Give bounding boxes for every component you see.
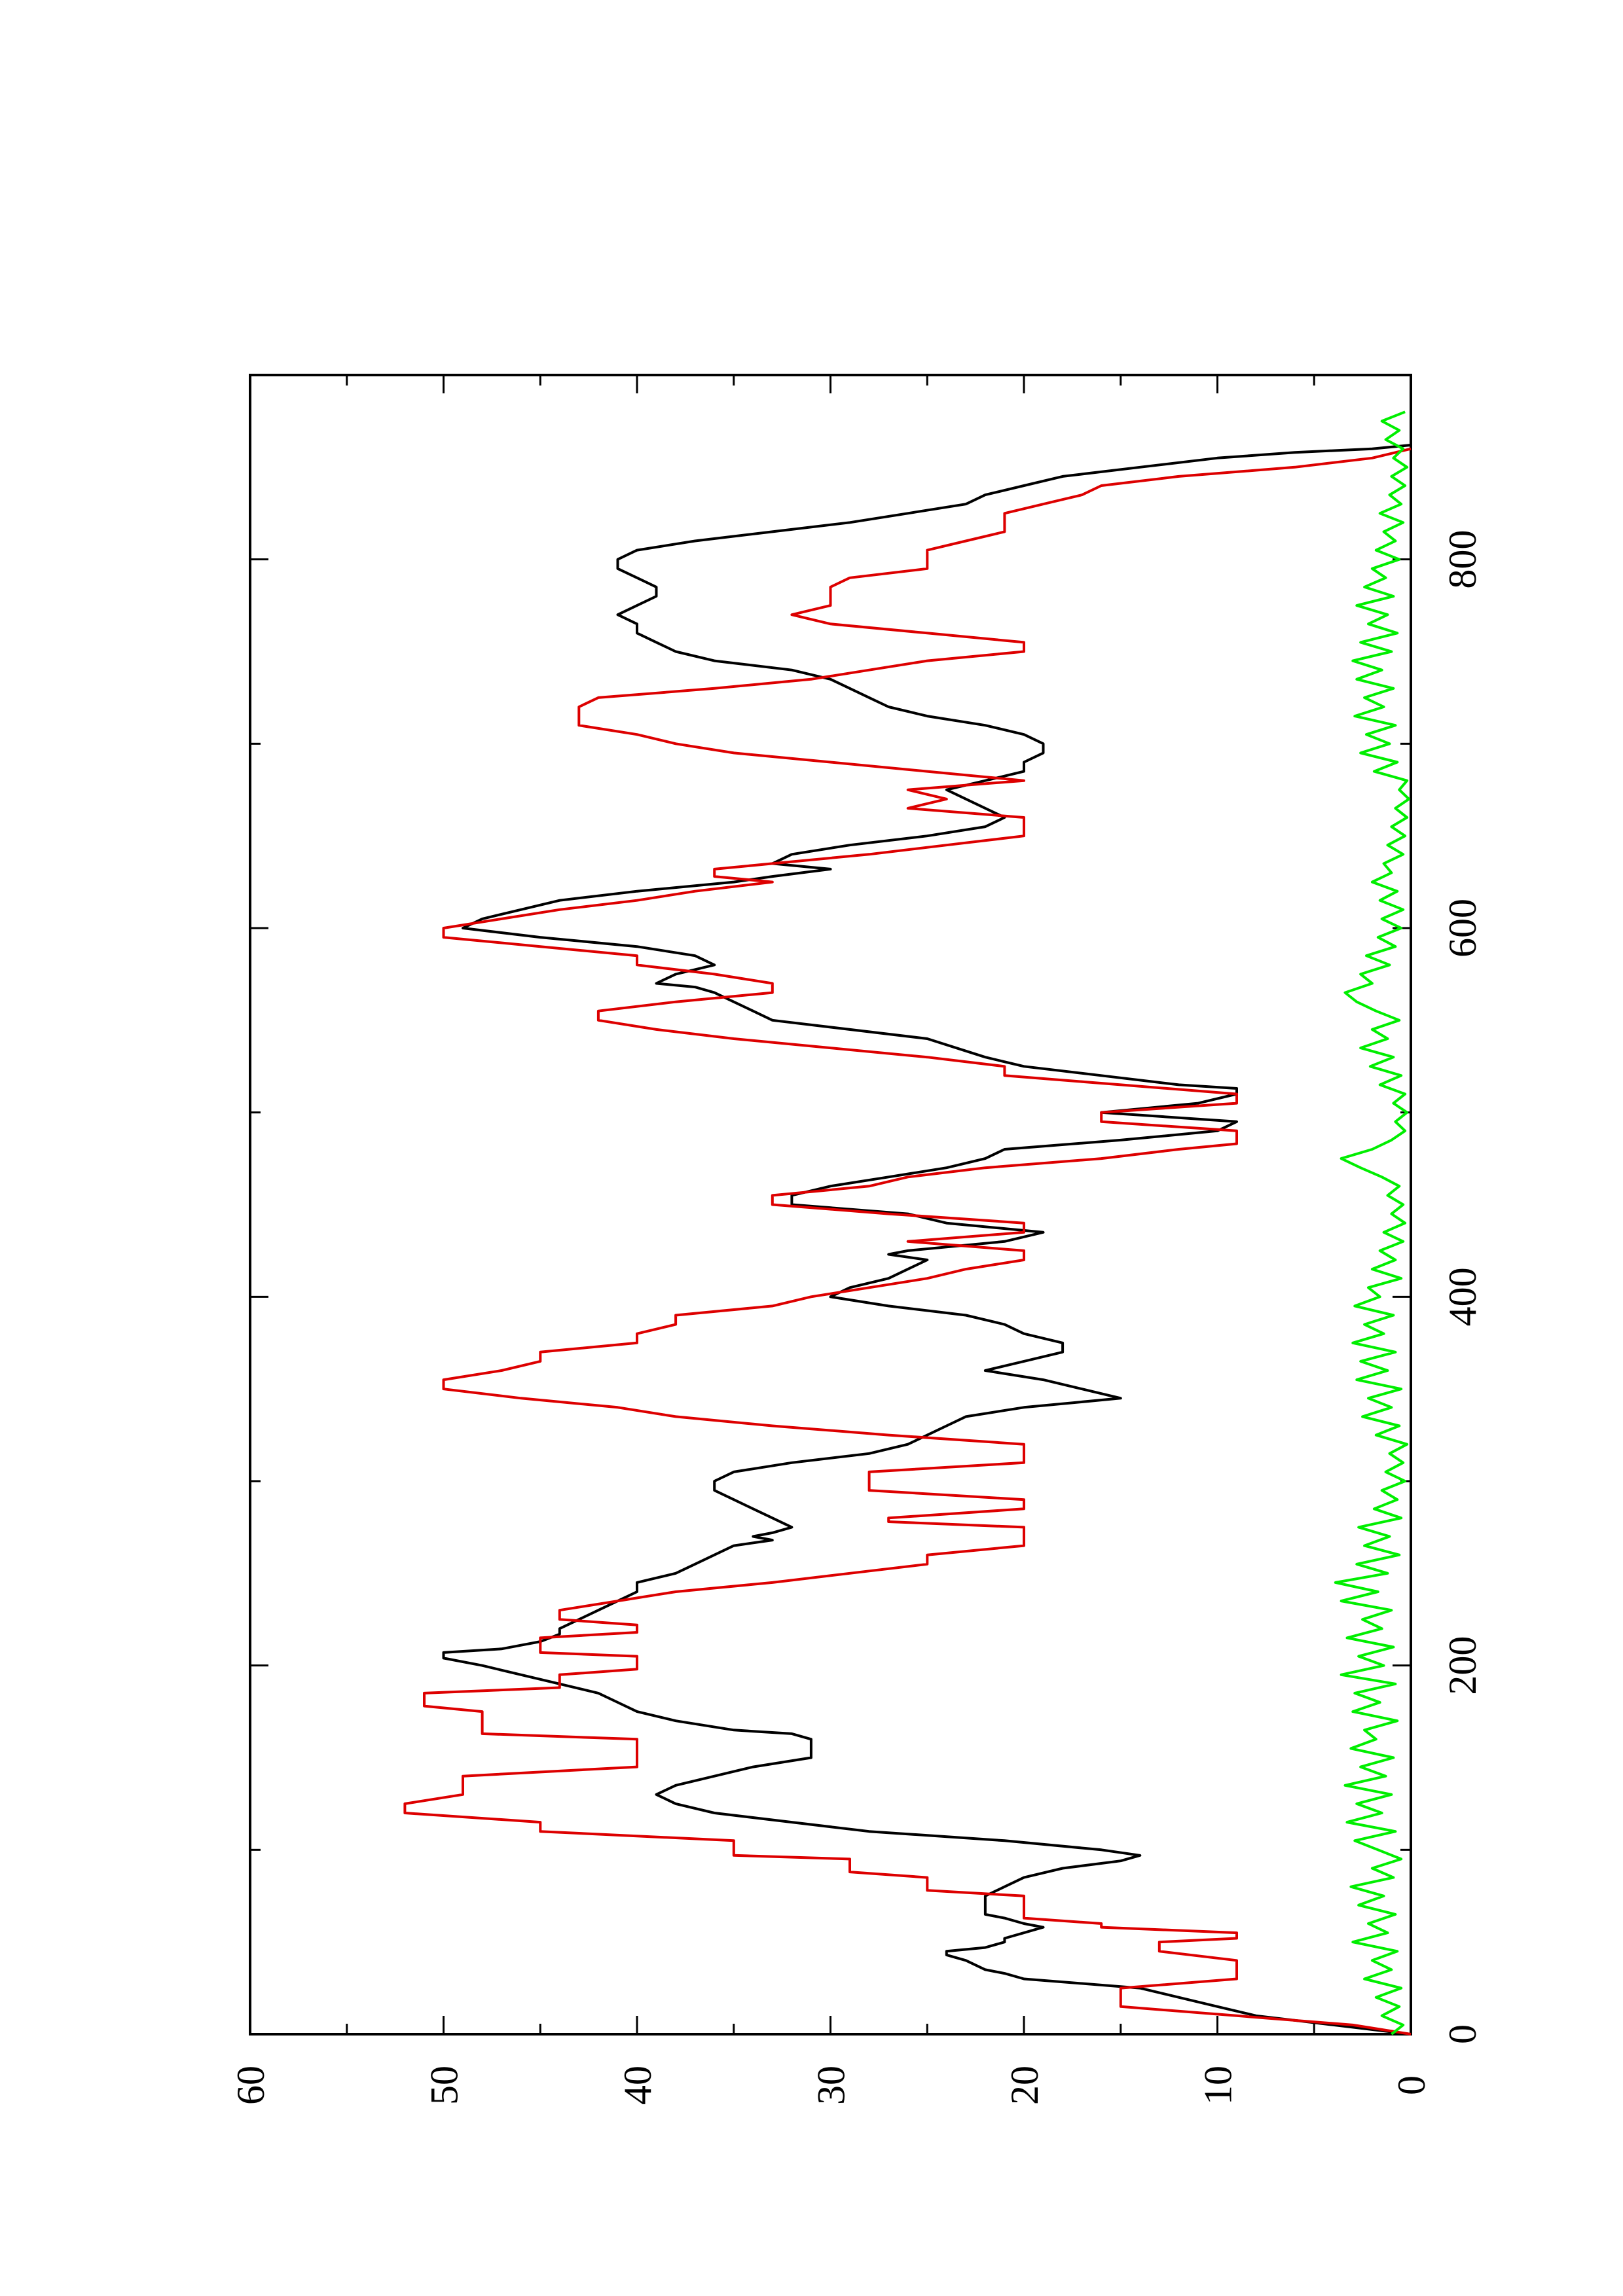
axis-tick-labels: 0 200 400 600 800 0 10 20 30 40 50 60 xyxy=(229,530,1484,2105)
series-line-2 xyxy=(403,447,1412,2036)
series-layer xyxy=(403,410,1412,2036)
y-tick-label: 40 xyxy=(616,2066,659,2105)
y-tick-label: 30 xyxy=(810,2066,853,2105)
x-tick-label: 600 xyxy=(1441,899,1484,958)
x-tick-label: 200 xyxy=(1441,1636,1484,1695)
y-tick-label: 0 xyxy=(1390,2075,1433,2095)
y-tick-label: 20 xyxy=(1003,2066,1046,2105)
y-tick-label: 60 xyxy=(229,2066,272,2105)
x-tick-label: 400 xyxy=(1441,1267,1484,1326)
y-tick-label: 50 xyxy=(423,2066,466,2105)
y-tick-label: 10 xyxy=(1197,2066,1240,2105)
series-line-1 xyxy=(442,444,1412,2036)
series-line-3 xyxy=(1334,410,1410,2036)
x-tick-label: 800 xyxy=(1441,530,1484,589)
x-tick-label: 0 xyxy=(1441,2024,1484,2044)
